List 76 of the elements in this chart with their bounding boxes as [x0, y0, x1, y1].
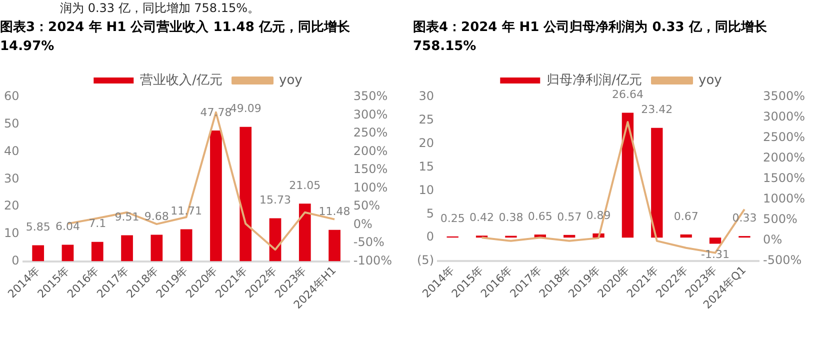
y2-tick-label: 300%: [353, 107, 388, 122]
bar: [328, 230, 340, 262]
y-tick-label: 10: [418, 182, 434, 197]
bar: [622, 112, 634, 238]
data-label: 47.78: [200, 106, 232, 119]
data-label: 0.57: [557, 210, 582, 224]
data-label: 26.64: [612, 88, 644, 102]
data-label: 5.85: [26, 220, 50, 234]
y2-tick-label: 350%: [353, 89, 388, 104]
bar: [62, 244, 74, 262]
y-tick-label: 60: [4, 89, 20, 104]
data-label: 21.05: [289, 179, 321, 192]
bar: [150, 234, 163, 262]
data-label: 23.42: [641, 103, 673, 116]
y2-tick-label: 0%: [763, 232, 782, 247]
bar: [298, 204, 311, 262]
y2-tick-label: 1500%: [763, 171, 806, 186]
bar: [32, 245, 44, 262]
bar: [121, 235, 133, 262]
y2-tick-label: -500%: [763, 253, 802, 268]
bar: [91, 242, 104, 262]
y-tick-label: 20: [4, 198, 20, 213]
bar: [180, 229, 192, 262]
y2-tick-label: -50%: [353, 235, 384, 250]
y-tick-label: 0: [12, 253, 20, 268]
data-label: 0.67: [674, 210, 698, 223]
bar: [680, 234, 692, 238]
bar: [210, 130, 222, 262]
data-label: 9.68: [144, 210, 169, 224]
chart-title: 图表3：2024 年 H1 公司营业收入 11.48 亿元，同比增长 14.97%: [0, 18, 351, 56]
data-label: 7.1: [88, 217, 106, 230]
y-tick-label: 30: [4, 171, 20, 186]
y-tick-label: 30: [418, 89, 434, 104]
data-label: 0.65: [528, 210, 552, 223]
y-tick-label: 5: [426, 206, 434, 220]
y-tick-label: 50: [4, 116, 20, 131]
y2-tick-label: 1000%: [763, 192, 806, 206]
bar: [240, 126, 252, 262]
data-label: 11.48: [318, 205, 350, 218]
y-tick-label: (5): [417, 253, 434, 268]
y-tick-label: 15: [418, 159, 434, 174]
legend-label: yoy: [279, 72, 303, 88]
y2-tick-label: 100%: [353, 180, 388, 194]
y2-tick-label: 500%: [763, 212, 798, 226]
y2-tick-label: 3500%: [763, 89, 806, 104]
legend-label: 营业收入/亿元: [140, 72, 223, 88]
y2-tick-label: -100%: [353, 253, 392, 268]
bar: [269, 218, 282, 262]
y2-tick-label: 250%: [353, 126, 388, 140]
y2-tick-label: 2500%: [763, 130, 806, 144]
y2-tick-label: 150%: [353, 162, 388, 176]
legend-label: yoy: [698, 72, 722, 88]
data-label: 0.38: [498, 211, 524, 224]
y2-tick-label: 50%: [353, 198, 380, 213]
data-label: 0.25: [440, 212, 465, 225]
bar: [709, 238, 722, 244]
y-tick-label: 40: [4, 144, 20, 158]
data-label: 0.42: [470, 210, 494, 224]
chart-title: 图表4：2024 年 H1 公司归母净利润为 0.33 亿，同比增长 758.15%: [413, 18, 768, 56]
bar: [651, 128, 663, 238]
data-label: 6.04: [55, 220, 80, 234]
legend-label: 归母净利润/亿元: [546, 72, 642, 88]
y2-tick-label: 2000%: [763, 150, 806, 165]
y2-tick-label: 3000%: [763, 110, 806, 124]
y2-tick-label: 0%: [353, 216, 372, 231]
y-tick-label: 0: [426, 230, 434, 244]
data-label: 15.73: [260, 194, 291, 207]
data-label: -1.31: [701, 248, 730, 262]
data-label: 49.09: [230, 102, 262, 116]
bar: [564, 234, 576, 238]
y2-tick-label: 200%: [353, 144, 388, 158]
data-label: 9.51: [114, 210, 140, 224]
y-tick-label: 25: [418, 112, 434, 127]
y-tick-label: 20: [418, 136, 434, 150]
text: 润为 0.33 亿，同比增加 758.15%。: [60, 0, 261, 15]
y-tick-label: 10: [4, 226, 20, 240]
